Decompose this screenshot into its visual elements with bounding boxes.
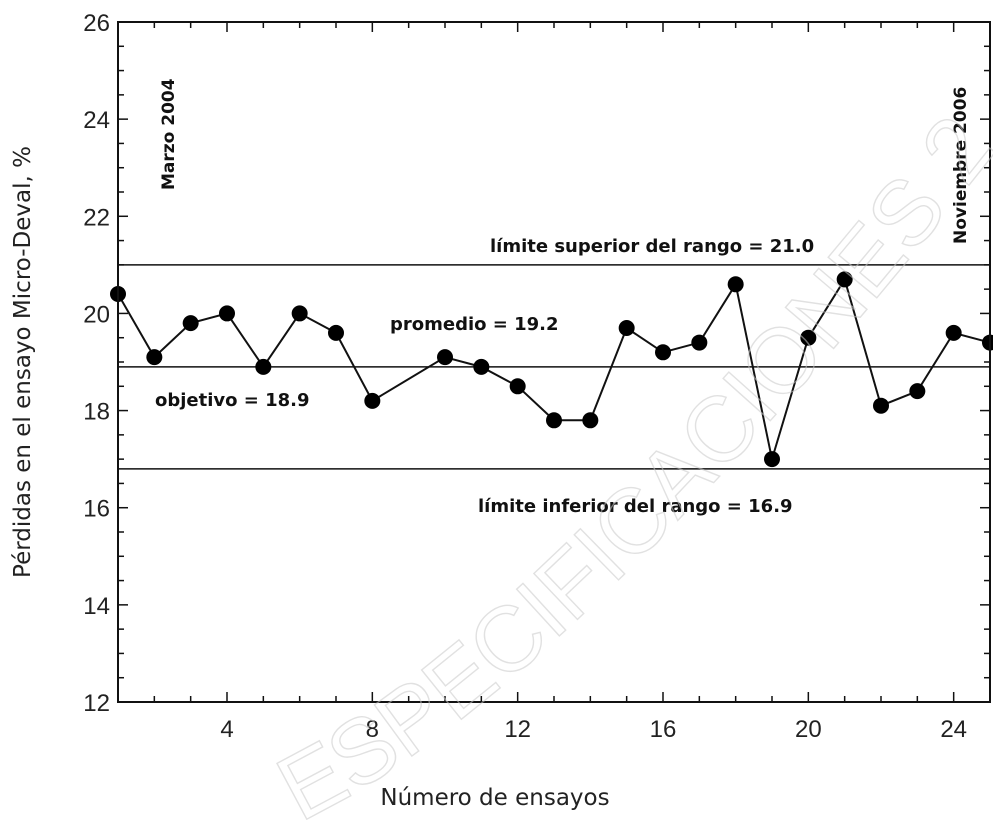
start-date-label: Marzo 2004 [159,78,179,190]
data-point [182,315,199,332]
data-point [364,392,381,409]
data-point [800,329,817,346]
x-tick-label: 12 [504,716,531,743]
x-tick-label: 20 [795,716,822,743]
data-point [873,397,889,414]
data-series [110,271,993,468]
y-axis-title: Pérdidas en el ensayo Micro-Deval, % [10,146,36,578]
plot-frame [117,21,991,703]
data-point [509,378,526,395]
data-point [727,276,744,293]
objetivo-label: objetivo = 18.9 [155,390,310,411]
data-point [982,334,993,351]
y-axis-tick-labels: 12 14 16 18 20 22 24 26 [83,10,110,717]
promedio-label: promedio = 19.2 [390,314,559,335]
x-axis-title: Número de ensayos [380,785,609,811]
data-point [546,412,562,429]
data-point [328,324,344,341]
lower-limit-label: límite inferior del rango = 16.9 [478,496,793,517]
y-tick-label: 24 [83,107,110,134]
data-point [691,334,708,351]
x-tick-label: 8 [366,716,379,743]
y-tick-label: 26 [83,10,110,37]
series-line [117,276,991,460]
data-point [909,383,926,400]
x-tick-label: 16 [650,716,677,743]
y-tick-label: 12 [83,690,110,717]
data-point [836,271,853,288]
data-point [437,349,453,366]
data-point [219,305,235,322]
data-point [582,412,599,429]
y-tick-label: 14 [83,593,110,620]
data-point [146,349,163,366]
data-point [764,451,780,468]
data-point [255,358,272,375]
data-point [473,358,490,375]
data-point [291,305,308,322]
y-tick-label: 20 [83,301,110,328]
x-tick-label: 24 [940,716,967,743]
x-axis-tick-labels: 4 8 12 16 20 24 [220,716,967,743]
data-point [945,324,962,341]
data-point [618,320,635,336]
y-tick-label: 18 [83,399,110,426]
end-date-label: Noviembre 2006 [951,87,971,244]
y-tick-label: 16 [83,496,110,523]
data-point [655,344,671,361]
y-tick-label: 22 [83,204,110,231]
x-tick-label: 4 [220,716,233,743]
upper-limit-label: límite superior del rango = 21.0 [490,236,814,257]
